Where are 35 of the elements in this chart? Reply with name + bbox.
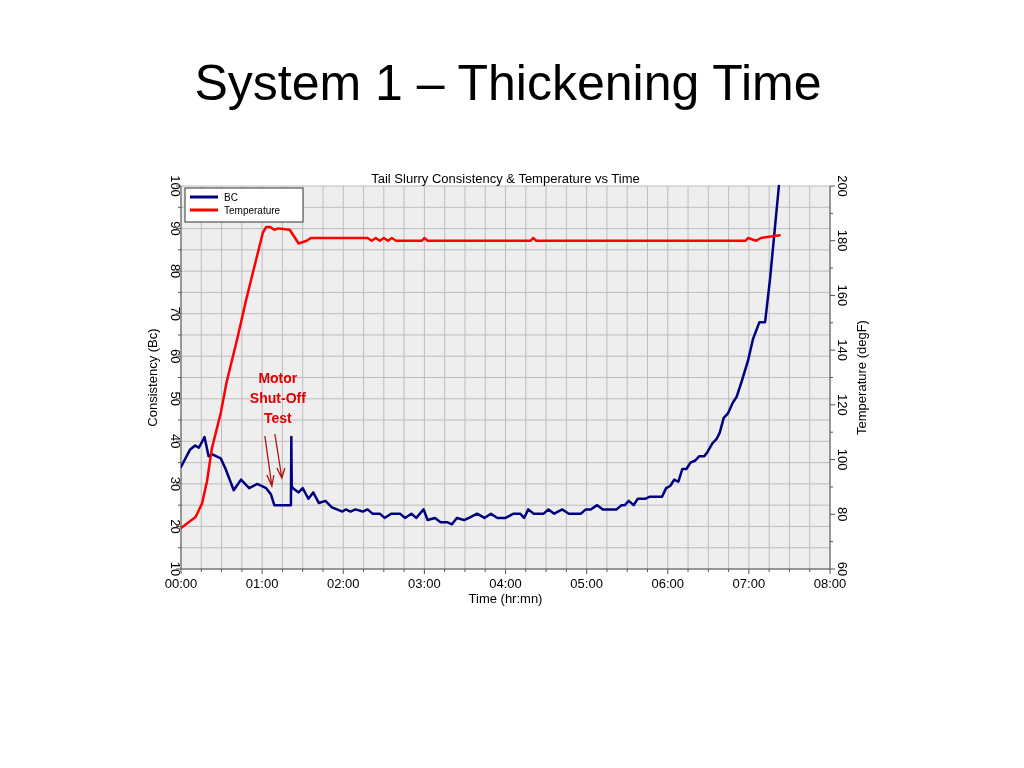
y2-tick-label: 120 (835, 394, 850, 416)
legend-label: BC (224, 192, 238, 203)
y-tick-label: 70 (168, 306, 183, 321)
chart-subtitle: Tail Slurry Consistency & Temperature vs Time (371, 171, 640, 186)
y2-tick-label: 80 (835, 507, 850, 522)
annotation: Motor Shut-Off Test (249, 370, 307, 427)
y-tick-label: 60 (168, 348, 183, 364)
y-tick-label: 30 (168, 476, 183, 492)
x-tick-label: 00:00 (164, 576, 198, 591)
y-tick-label: 40 (168, 434, 183, 449)
chart-title: System 1 – Thickening Time (194, 55, 822, 111)
y2-tick-label: 100 (835, 448, 850, 471)
x-tick-label: 02:00 (326, 576, 360, 591)
y-tick-label: 20 (168, 519, 183, 534)
y-tick-label: 80 (168, 263, 183, 279)
x-tick-label: 03:00 (408, 576, 441, 591)
x-axis-title: Time (hr:mn) (468, 591, 543, 606)
y2-tick-label: 180 (835, 229, 850, 252)
x-tick-label: 05:00 (570, 576, 603, 591)
y-tick-label: 50 (168, 391, 183, 407)
y2-tick-label: 140 (835, 339, 850, 361)
y2-tick-label: 60 (835, 561, 850, 577)
x-tick-label: 01:00 (245, 576, 279, 591)
x-tick-label: 06:00 (651, 576, 685, 591)
legend-label: Temperature (224, 205, 281, 216)
x-tick-label: 04:00 (489, 576, 522, 591)
x-tick-label: 07:00 (732, 576, 766, 591)
y-tick-label: 10 (168, 561, 183, 577)
y2-axis-title: Temperature (degF) (854, 320, 869, 435)
y-axis-title: Consistency (Bc) (145, 328, 160, 427)
y-tick-label: 100 (168, 175, 183, 197)
y2-tick-label: 200 (835, 175, 850, 197)
y-tick-label: 90 (168, 221, 183, 236)
y2-tick-label: 160 (835, 284, 850, 307)
x-tick-label: 08:00 (813, 576, 847, 591)
